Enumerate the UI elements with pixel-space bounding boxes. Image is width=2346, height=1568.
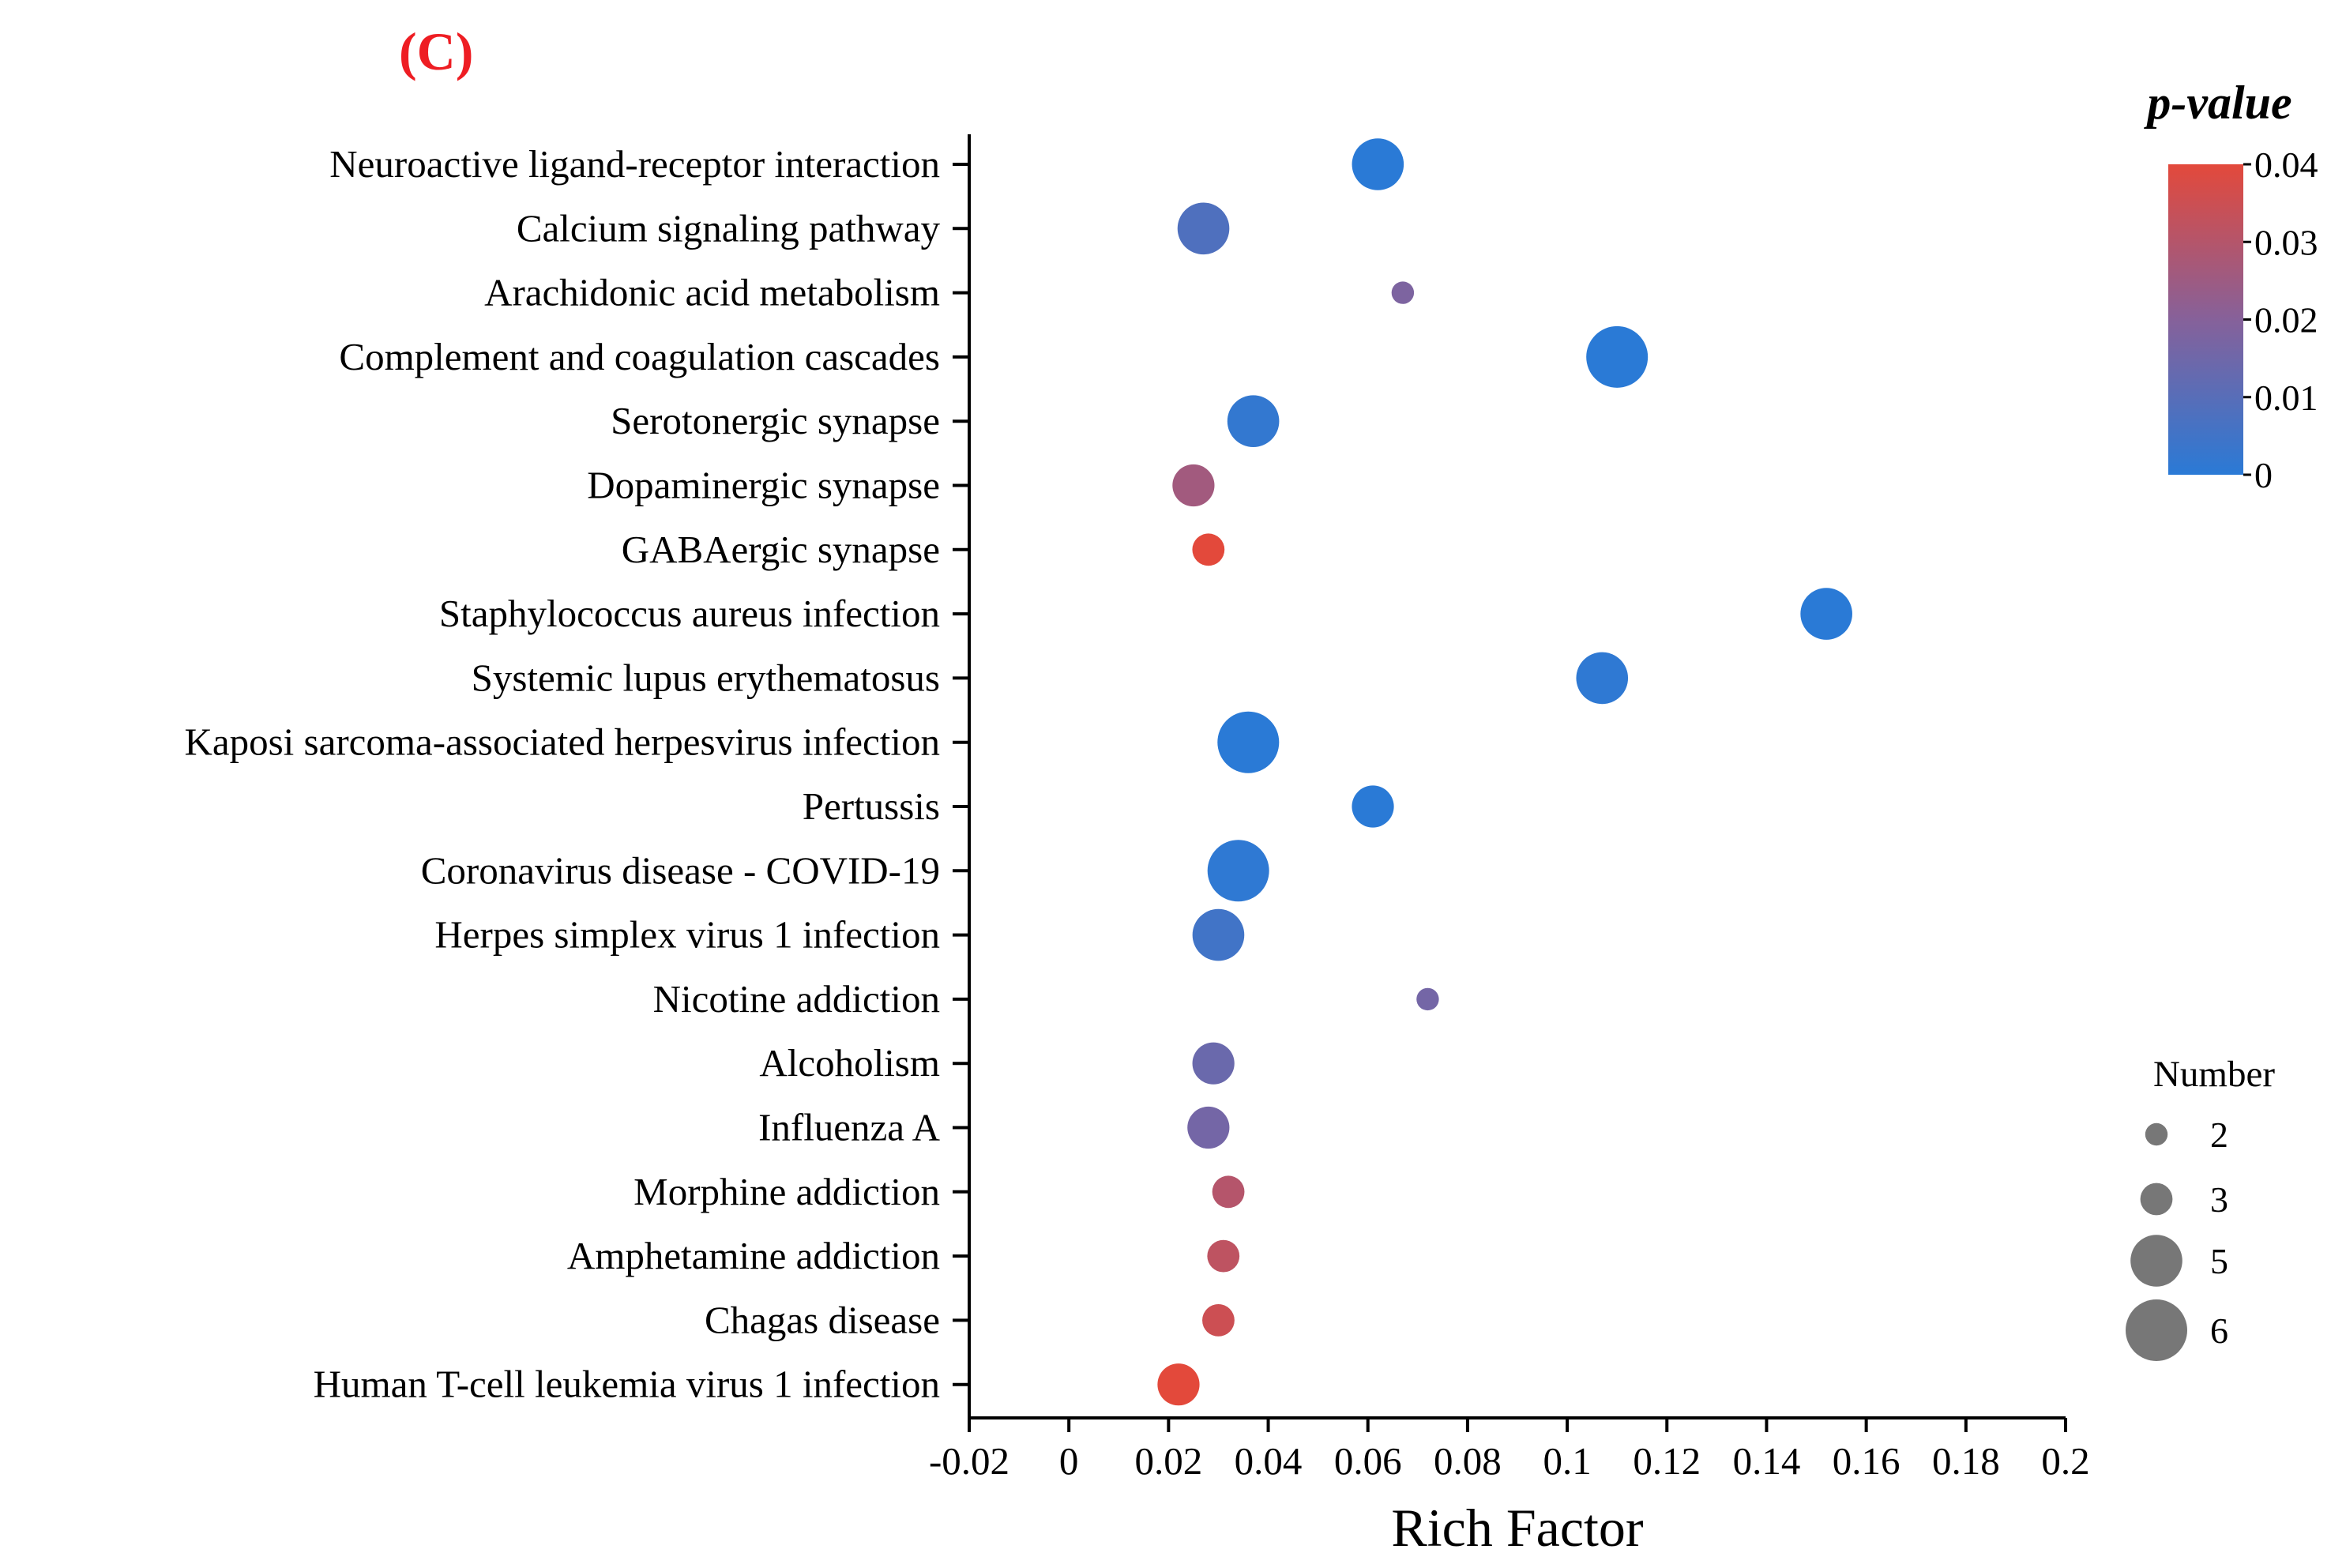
data-point bbox=[1187, 1106, 1230, 1149]
colorbar-tick-label: 0 bbox=[2254, 455, 2273, 495]
y-tick-label: Arachidonic acid metabolism bbox=[484, 271, 940, 314]
data-point bbox=[1157, 1363, 1200, 1406]
x-tick-label: 0.1 bbox=[1543, 1439, 1591, 1483]
x-tick-label: 0.16 bbox=[1833, 1439, 1900, 1483]
data-point bbox=[1207, 840, 1269, 902]
colorbar bbox=[2168, 164, 2243, 475]
colorbar-ticks: 0 0.01 0.02 0.03 0.04 bbox=[2243, 145, 2318, 495]
x-tick-label: 0.14 bbox=[1733, 1439, 1801, 1483]
y-tick-label: Kaposi sarcoma-associated herpesvirus in… bbox=[184, 720, 940, 764]
x-tick-label: 0.04 bbox=[1235, 1439, 1303, 1483]
data-point bbox=[1192, 1042, 1235, 1085]
y-tick-label: Systemic lupus erythematosus bbox=[472, 656, 940, 699]
x-tick-label: 0.08 bbox=[1434, 1439, 1502, 1483]
data-point bbox=[1416, 987, 1439, 1011]
y-tick-label: Coronavirus disease - COVID-19 bbox=[421, 848, 940, 892]
panel-label: (C) bbox=[399, 21, 473, 81]
data-point bbox=[1177, 202, 1230, 255]
y-tick-label: Calcium signaling pathway bbox=[517, 206, 941, 250]
y-tick-label: Human T-cell leukemia virus 1 infection bbox=[314, 1363, 940, 1406]
x-axis-title: Rich Factor bbox=[1391, 1498, 1644, 1558]
colorbar-tick-label: 0.03 bbox=[2254, 222, 2318, 262]
data-points bbox=[1157, 138, 1852, 1406]
y-tick-label: Influenza A bbox=[758, 1106, 941, 1149]
colorbar-tick-label: 0.04 bbox=[2254, 145, 2318, 185]
y-tick-label: Neuroactive ligand-receptor interaction bbox=[329, 142, 940, 186]
x-tick-label: 0.18 bbox=[1932, 1439, 2000, 1483]
size-legend-marker bbox=[2145, 1122, 2168, 1146]
data-point bbox=[1217, 711, 1280, 773]
data-point bbox=[1172, 464, 1215, 507]
x-tick-label: 0.12 bbox=[1633, 1439, 1701, 1483]
y-tick-label: Complement and coagulation cascades bbox=[339, 335, 940, 378]
size-legend-label: 2 bbox=[2210, 1115, 2228, 1155]
y-tick-label: Staphylococcus aureus infection bbox=[439, 592, 940, 635]
size-legend: 2 3 5 6 bbox=[2126, 1115, 2228, 1361]
data-point bbox=[1212, 1175, 1245, 1209]
size-legend-label: 6 bbox=[2210, 1310, 2228, 1351]
y-tick-label: Dopaminergic synapse bbox=[587, 464, 940, 507]
data-point bbox=[1192, 533, 1225, 566]
colorbar-tick-label: 0.02 bbox=[2254, 300, 2318, 340]
x-tick-label: 0 bbox=[1059, 1439, 1079, 1483]
x-tick-label: -0.02 bbox=[929, 1439, 1009, 1483]
y-axis-ticks bbox=[953, 163, 969, 1386]
x-axis-ticks: -0.02 0 0.02 0.04 0.06 0.08 0.1 0.12 0.14 0.16 0.1… bbox=[929, 1418, 2090, 1483]
y-tick-label: Chagas disease bbox=[705, 1298, 940, 1341]
data-point bbox=[1576, 652, 1629, 705]
data-point bbox=[1207, 1239, 1240, 1273]
data-point bbox=[1586, 325, 1649, 388]
size-legend-title: Number bbox=[2153, 1054, 2275, 1095]
data-point bbox=[1352, 785, 1394, 828]
y-tick-label: Herpes simplex virus 1 infection bbox=[434, 913, 940, 957]
y-tick-label: GABAergic synapse bbox=[622, 528, 940, 571]
y-tick-label: Serotonergic synapse bbox=[611, 399, 940, 442]
y-axis-labels: Neuroactive ligand-receptor interaction C… bbox=[184, 142, 940, 1406]
size-legend-label: 5 bbox=[2210, 1241, 2228, 1281]
data-point bbox=[1227, 395, 1280, 447]
data-point bbox=[1352, 138, 1404, 190]
x-tick-label: 0.02 bbox=[1134, 1439, 1202, 1483]
y-tick-label: Pertussis bbox=[803, 784, 940, 828]
data-point bbox=[1800, 588, 1852, 640]
y-tick-label: Nicotine addiction bbox=[653, 977, 940, 1021]
size-legend-label: 3 bbox=[2210, 1179, 2228, 1220]
y-tick-label: Morphine addiction bbox=[633, 1170, 940, 1213]
y-tick-label: Amphetamine addiction bbox=[567, 1234, 940, 1277]
colorbar-tick-label: 0.01 bbox=[2254, 378, 2318, 418]
size-legend-marker bbox=[2140, 1183, 2173, 1216]
colorbar-title: p-value bbox=[2143, 77, 2291, 129]
data-point bbox=[1391, 281, 1415, 304]
data-point bbox=[1202, 1304, 1235, 1337]
size-legend-marker bbox=[2130, 1235, 2182, 1287]
x-tick-label: 0.2 bbox=[2041, 1439, 2089, 1483]
y-tick-label: Alcoholism bbox=[759, 1041, 940, 1085]
size-legend-marker bbox=[2126, 1299, 2187, 1361]
data-point bbox=[1192, 908, 1245, 961]
x-tick-label: 0.06 bbox=[1334, 1439, 1402, 1483]
